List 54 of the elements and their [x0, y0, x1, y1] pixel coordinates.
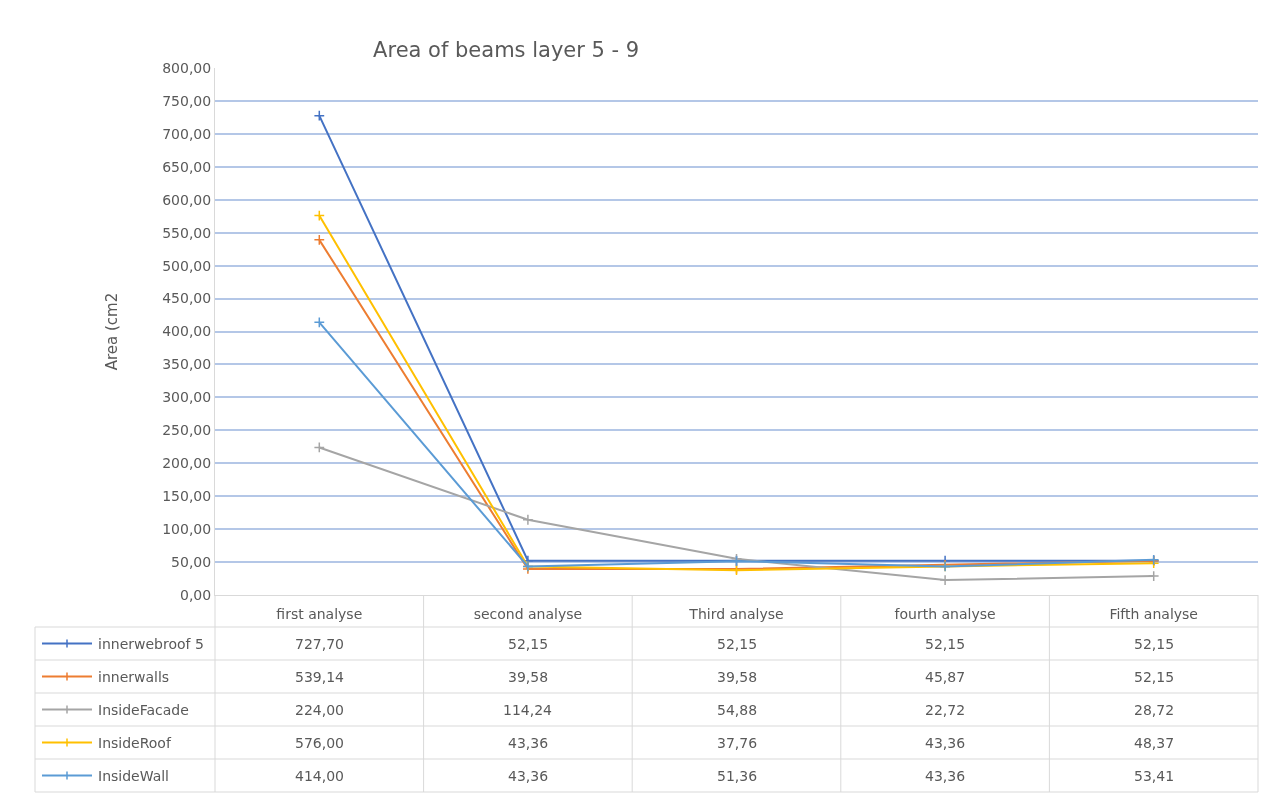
y-tick-label: 800,00 — [162, 59, 212, 76]
data-label: 539,14 — [295, 669, 345, 685]
data-label: 43,36 — [925, 735, 966, 751]
y-tick-label: 550,00 — [162, 224, 212, 241]
y-tick-label: 600,00 — [162, 191, 212, 208]
data-label: 28,72 — [1134, 702, 1175, 718]
legend-label: innerwalls — [98, 669, 170, 685]
data-label: 37,76 — [717, 735, 758, 751]
data-label: 727,70 — [295, 636, 344, 652]
data-label: 43,36 — [508, 768, 549, 784]
data-label: 224,00 — [295, 702, 344, 718]
x-tick-label: first analyse — [276, 605, 363, 622]
y-tick-label: 150,00 — [162, 488, 212, 505]
data-label: 45,87 — [925, 669, 966, 685]
chart-title: Area of beams layer 5 - 9 — [373, 38, 640, 63]
data-label: 414,00 — [295, 768, 344, 784]
data-label: 43,36 — [925, 768, 966, 784]
y-tick-label: 250,00 — [162, 422, 212, 439]
y-tick-label: 400,00 — [162, 323, 212, 340]
data-label: 43,36 — [508, 735, 549, 751]
data-label: 54,88 — [717, 702, 758, 718]
y-tick-label: 350,00 — [162, 356, 212, 373]
y-axis-title: Area (cm2 — [103, 292, 122, 371]
data-label: 114,24 — [503, 702, 553, 718]
legend-label: InsideRoof — [98, 735, 172, 751]
y-tick-label: 100,00 — [162, 521, 212, 538]
x-tick-label: Third analyse — [688, 605, 784, 622]
x-tick-label: fourth analyse — [894, 605, 996, 622]
legend-label: InsideFacade — [98, 702, 189, 718]
y-tick-label: 200,00 — [162, 455, 212, 472]
data-label: 53,41 — [1134, 768, 1175, 784]
y-tick-label: 500,00 — [162, 257, 212, 274]
legend-label: innerwebroof 5 — [98, 636, 204, 652]
y-tick-label: 300,00 — [162, 389, 212, 406]
data-label: 39,58 — [508, 669, 549, 685]
x-tick-label: Fifth analyse — [1109, 605, 1198, 622]
data-label: 52,15 — [1134, 669, 1175, 685]
data-label: 51,36 — [717, 768, 758, 784]
y-tick-label: 0,00 — [180, 586, 212, 603]
data-label: 22,72 — [925, 702, 966, 718]
data-label: 52,15 — [1134, 636, 1175, 652]
y-tick-label: 750,00 — [162, 92, 212, 109]
data-label: 52,15 — [508, 636, 549, 652]
data-label: 39,58 — [717, 669, 758, 685]
data-label: 576,00 — [295, 735, 344, 751]
y-tick-label: 700,00 — [162, 125, 212, 142]
y-tick-label: 450,00 — [162, 290, 212, 307]
y-tick-label: 650,00 — [162, 158, 212, 175]
x-tick-label: second analyse — [473, 605, 583, 622]
data-label: 52,15 — [717, 636, 758, 652]
y-tick-label: 50,00 — [171, 553, 212, 570]
data-label: 52,15 — [925, 636, 966, 652]
data-label: 48,37 — [1134, 735, 1175, 751]
legend-label: InsideWall — [98, 768, 169, 784]
